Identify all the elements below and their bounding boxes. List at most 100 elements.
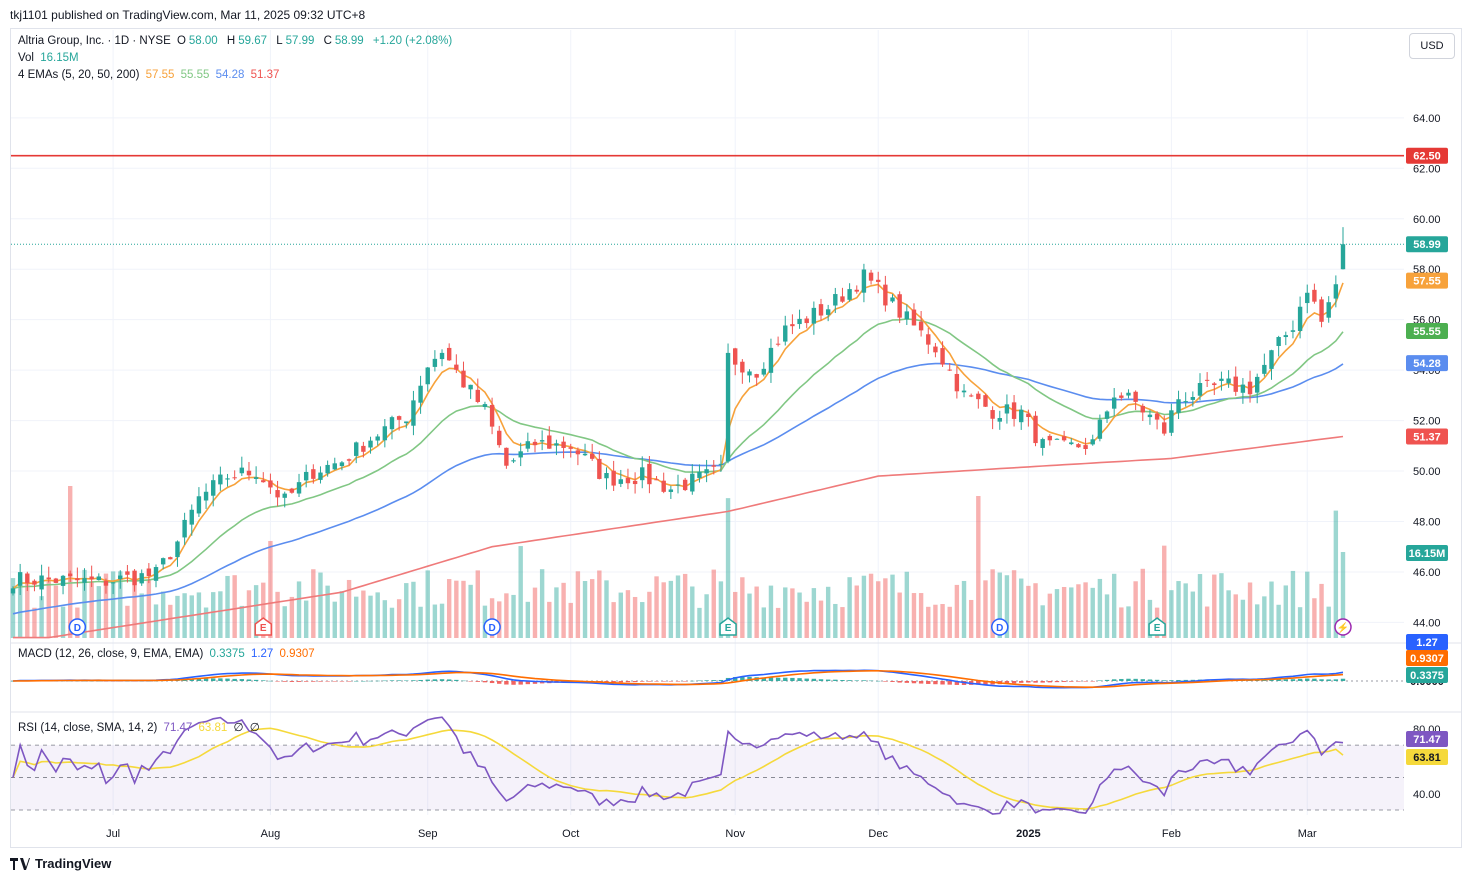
candle-body [318, 472, 323, 480]
currency-button[interactable]: USD [1409, 33, 1455, 59]
ema-label[interactable]: 4 EMAs (5, 20, 50, 200) [18, 69, 140, 81]
event-marker-letter: E [260, 623, 267, 634]
candle-body [461, 370, 466, 388]
candle-body [868, 272, 874, 281]
macd-hist-bar [1154, 679, 1160, 681]
candle-body [110, 582, 116, 584]
candle-body [1319, 299, 1324, 322]
macd-hist-bar [697, 680, 702, 682]
volume-bar [582, 581, 588, 638]
candle-body [561, 441, 566, 448]
price-tick-label: 50.00 [1413, 466, 1441, 478]
volume-bar [132, 577, 137, 638]
event-marker-letter: ⚡ [1337, 621, 1349, 634]
macd-signal-value: 0.9307 [279, 648, 315, 660]
macd-hist-bar [118, 681, 123, 682]
candle-body [1047, 435, 1053, 441]
macd-hist-bar [711, 680, 716, 681]
candle-body [275, 490, 280, 498]
candle-body [404, 421, 409, 424]
candle-body [475, 389, 480, 402]
volume-bar [675, 575, 681, 638]
candle-body [1026, 413, 1031, 418]
macd-hist-bar [682, 681, 688, 682]
macd-hist-bar [1047, 681, 1053, 683]
macd-hist-bar [475, 681, 480, 682]
macd-hist-bar [1019, 681, 1024, 683]
volume-bar [1076, 584, 1081, 638]
macd-hist-bar [189, 679, 194, 681]
ema20-price-label: 55.55 [1406, 323, 1448, 340]
candle-body [647, 463, 652, 485]
symbol-title[interactable]: Altria Group, Inc. · 1D · NYSE [18, 35, 171, 47]
macd-hist-bar [239, 679, 245, 681]
volume-bar [1126, 606, 1131, 638]
volume-bar [568, 602, 573, 638]
ema20-value: 55.55 [180, 69, 210, 81]
macd-hist-bar [203, 678, 209, 681]
macd-hist-bar [432, 679, 438, 681]
macd-hist-bar [825, 679, 831, 681]
macd-hist-bar [833, 679, 838, 681]
macd-hist-bar [1040, 681, 1045, 683]
candle-body [997, 418, 1002, 422]
candle-body [525, 441, 531, 449]
volume-bar [60, 606, 66, 638]
publish-info: tkj1101 published on TradingView.com, Ma… [10, 8, 366, 22]
candle-body [103, 580, 109, 586]
macd-hist-bar [1176, 679, 1181, 681]
price-tick-label: 46.00 [1413, 567, 1441, 579]
macd-hist-bar [404, 680, 409, 681]
volume-bar [203, 607, 209, 638]
candle-body [504, 447, 509, 466]
macd-hist-bar [718, 679, 724, 681]
last-price-label: 58.99 [1406, 236, 1448, 253]
volume-bar [647, 591, 652, 638]
volume-bar [990, 569, 995, 638]
volume-bar [325, 585, 330, 638]
candle-body [818, 304, 824, 316]
candle-body [346, 459, 352, 461]
macd-hist-bar [275, 681, 280, 682]
candle-body [253, 477, 259, 479]
volume-bar [783, 587, 788, 638]
candle-body [675, 484, 681, 486]
macd-hist-bar [1126, 678, 1131, 681]
macd-hist-bar [339, 681, 345, 682]
event-marker-earnings: E [719, 617, 737, 636]
rsi-label[interactable]: RSI (14, close, SMA, 14, 2) [18, 722, 158, 734]
volume-bar [1269, 581, 1274, 638]
candle-body [668, 489, 674, 492]
candle-body [39, 575, 44, 590]
candle-body [339, 462, 345, 467]
volume-bar [1219, 573, 1224, 638]
candle-body [1176, 399, 1181, 413]
candle-body [1162, 422, 1167, 434]
volume-bar [68, 486, 73, 638]
price-tick-label: 52.00 [1413, 416, 1441, 428]
volume-bar [311, 569, 316, 638]
macd-hist-bar [883, 681, 888, 682]
event-marker-letter: D [488, 623, 495, 634]
macd-hist-bar [618, 681, 623, 683]
macd-hist-bar [1312, 678, 1317, 681]
volume-label: Vol [18, 52, 34, 64]
macd-hist-value: 0.3375 [209, 648, 245, 660]
ema200-value: 51.37 [250, 69, 280, 81]
candle-body [368, 440, 373, 448]
volume-bar [825, 586, 831, 638]
macd-hist-bar [261, 680, 266, 681]
candle-body [990, 410, 995, 419]
candle-body [1069, 442, 1074, 445]
macd-hist-bar [418, 679, 423, 681]
volume-bar [983, 580, 988, 638]
macd-label[interactable]: MACD (12, 26, close, 9, EMA, EMA) [18, 648, 204, 660]
volume-bar [1290, 570, 1296, 638]
macd-hist-bar [368, 680, 373, 682]
candle-body [446, 347, 452, 361]
candle-body [1254, 376, 1260, 393]
candle-body [768, 347, 774, 373]
macd-hist-bar [625, 681, 631, 683]
